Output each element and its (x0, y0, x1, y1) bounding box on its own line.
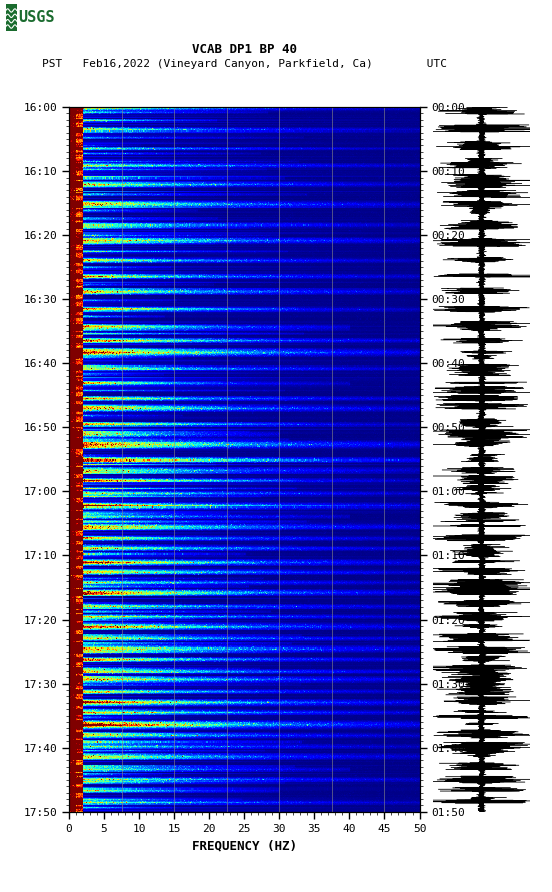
Text: PST   Feb16,2022 (Vineyard Canyon, Parkfield, Ca)        UTC: PST Feb16,2022 (Vineyard Canyon, Parkfie… (42, 59, 447, 70)
Text: VCAB DP1 BP 40: VCAB DP1 BP 40 (192, 43, 297, 55)
FancyBboxPatch shape (6, 4, 17, 31)
X-axis label: FREQUENCY (HZ): FREQUENCY (HZ) (192, 839, 297, 852)
Text: USGS: USGS (19, 11, 55, 25)
